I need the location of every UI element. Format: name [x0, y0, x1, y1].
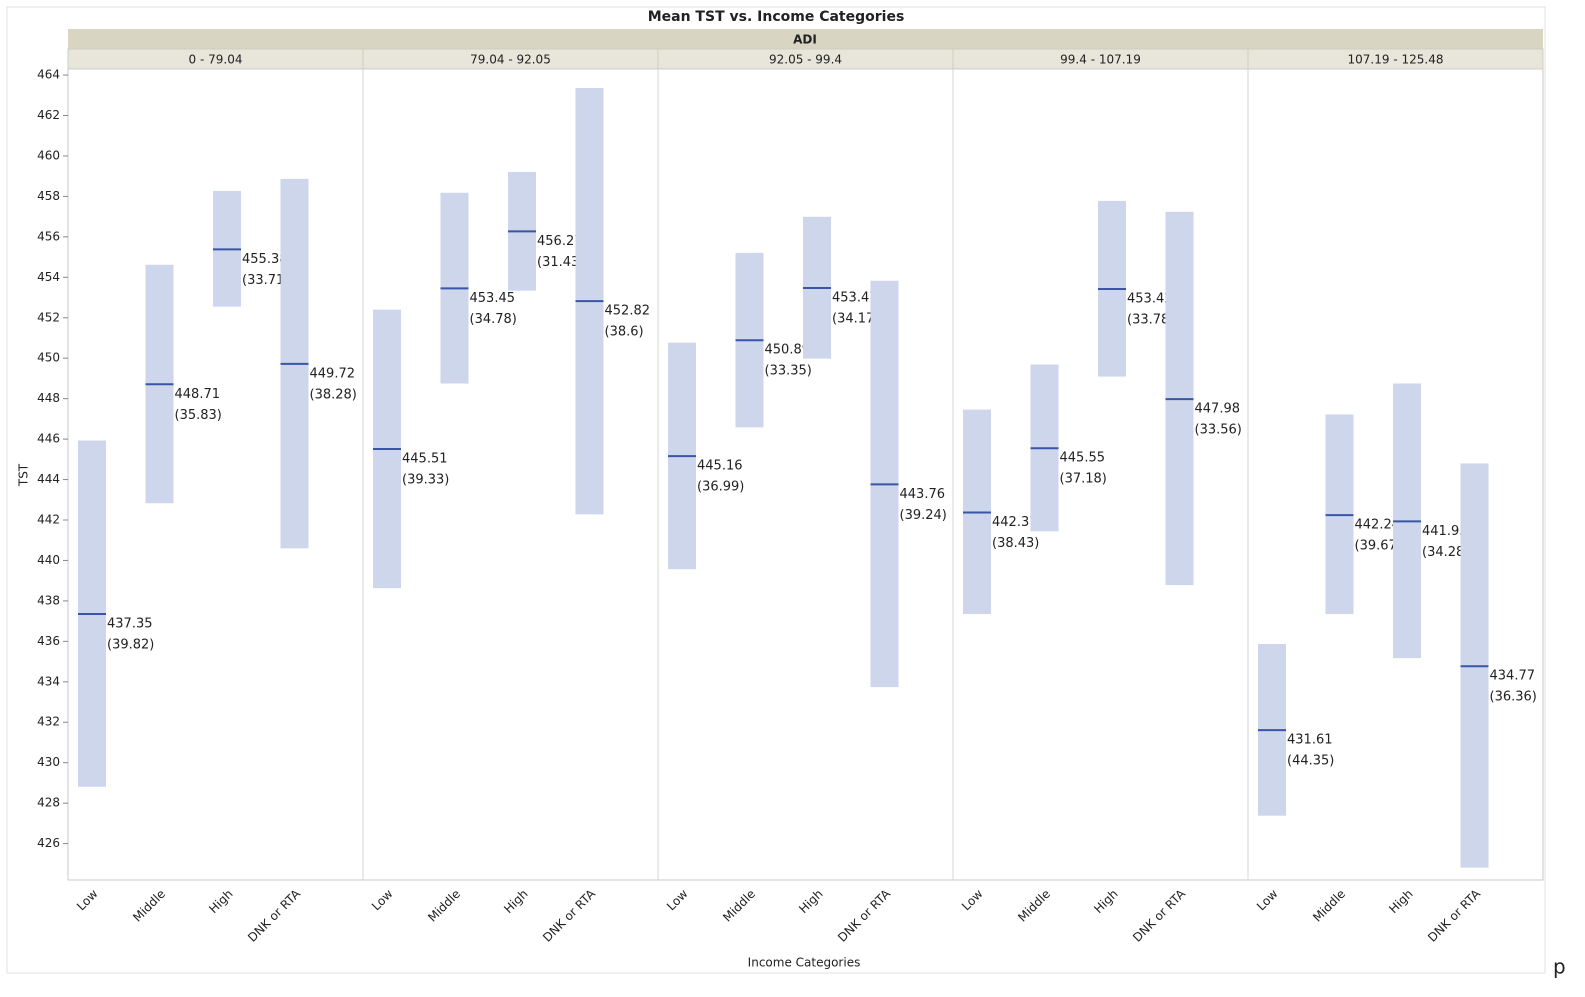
x-tick-label: Low — [74, 887, 101, 914]
sd-label: (33.78) — [1127, 313, 1174, 328]
mean-label: 447.98 — [1195, 402, 1241, 417]
y-tick-label: 464 — [37, 68, 60, 82]
sd-label: (38.28) — [310, 387, 357, 402]
sd-label: (38.6) — [605, 325, 644, 340]
y-tick-label: 450 — [37, 351, 60, 365]
sd-label: (39.67) — [1355, 539, 1402, 554]
mean-label: 456.27 — [537, 234, 583, 249]
y-tick-label: 442 — [37, 513, 60, 527]
x-tick-label: DNK or RTA — [835, 886, 894, 945]
y-tick-label: 428 — [37, 796, 60, 810]
x-tick-label: High — [796, 887, 825, 916]
sd-label: (36.36) — [1490, 690, 1537, 705]
y-tick-label: 430 — [37, 755, 60, 769]
y-tick-label: 440 — [37, 553, 60, 567]
y-tick-label: 458 — [37, 189, 60, 203]
panel-label: 92.05 - 99.4 — [769, 53, 842, 67]
chart-title: Mean TST vs. Income Categories — [648, 9, 905, 25]
sd-label: (34.78) — [470, 312, 517, 327]
x-tick-label: DNK or RTA — [245, 886, 304, 945]
x-tick-label: Low — [959, 887, 986, 914]
y-tick-label: 434 — [37, 674, 60, 688]
sd-label: (38.43) — [992, 536, 1039, 551]
x-tick-label: Low — [369, 887, 396, 914]
sd-label: (35.83) — [175, 408, 222, 423]
sd-label: (44.35) — [1287, 754, 1334, 769]
y-tick-label: 452 — [37, 310, 60, 324]
mean-label: 453.47 — [832, 291, 878, 306]
facet-band — [68, 29, 1543, 49]
x-tick-label: Low — [1254, 887, 1281, 914]
mean-label: 442.37 — [992, 515, 1038, 530]
y-tick-label: 454 — [37, 270, 60, 284]
note: p — [1553, 955, 1566, 979]
panel-label: 107.19 - 125.48 — [1348, 53, 1444, 67]
y-tick-label: 426 — [37, 836, 60, 850]
x-tick-label: High — [206, 887, 235, 916]
sd-label: (39.33) — [402, 473, 449, 488]
y-axis-label: TST — [17, 463, 31, 487]
mean-label: 453.45 — [470, 291, 516, 306]
mean-label: 453.42 — [1127, 292, 1173, 307]
sd-label: (34.28) — [1422, 545, 1469, 560]
x-tick-label: Middle — [1310, 887, 1348, 925]
x-tick-label: High — [501, 887, 530, 916]
x-tick-label: Middle — [130, 887, 168, 925]
x-tick-label: High — [1091, 887, 1120, 916]
mean-label: 443.76 — [900, 487, 946, 502]
mean-label: 450.89 — [765, 343, 811, 358]
x-tick-label: Middle — [1015, 887, 1053, 925]
mean-label: 441.93 — [1422, 524, 1468, 539]
mean-label: 437.35 — [107, 617, 153, 632]
mean-label: 431.61 — [1287, 733, 1333, 748]
y-tick-label: 460 — [37, 148, 60, 162]
mean-label: 448.71 — [175, 387, 221, 402]
x-axis-label: Income Categories — [748, 956, 861, 970]
mean-label: 434.77 — [1490, 669, 1536, 684]
x-tick-label: Middle — [425, 887, 463, 925]
sd-label: (36.99) — [697, 480, 744, 495]
sd-label: (39.82) — [107, 638, 154, 653]
y-tick-label: 444 — [37, 472, 60, 486]
y-tick-label: 436 — [37, 634, 60, 648]
mean-label: 445.16 — [697, 459, 743, 474]
sd-label: (33.71) — [242, 273, 289, 288]
mean-label: 455.38 — [242, 252, 288, 267]
sd-label: (33.35) — [765, 364, 812, 379]
y-tick-label: 462 — [37, 108, 60, 122]
y-tick-label: 456 — [37, 229, 60, 243]
mean-label: 449.72 — [310, 366, 356, 381]
mean-label: 442.24 — [1355, 518, 1401, 533]
panel-label: 99.4 - 107.19 — [1060, 53, 1141, 67]
y-tick-label: 432 — [37, 715, 60, 729]
facet-label: ADI — [793, 33, 817, 47]
sd-label: (37.18) — [1060, 472, 1107, 487]
y-tick-label: 448 — [37, 391, 60, 405]
x-tick-label: Low — [664, 887, 691, 914]
x-tick-label: High — [1386, 887, 1415, 916]
frame — [6, 6, 1546, 974]
mean-label: 445.55 — [1060, 451, 1106, 466]
mean-label: 445.51 — [402, 452, 448, 467]
x-tick-label: DNK or RTA — [540, 886, 599, 945]
sd-label: (33.56) — [1195, 423, 1242, 438]
y-tick-label: 438 — [37, 593, 60, 607]
x-tick-label: DNK or RTA — [1425, 886, 1484, 945]
panel-header — [1247, 48, 1544, 70]
panel-label: 79.04 - 92.05 — [470, 53, 551, 67]
panel-label: 0 - 79.04 — [189, 53, 243, 67]
x-tick-label: Middle — [720, 887, 758, 925]
x-tick-label: DNK or RTA — [1130, 886, 1189, 945]
sd-label: (34.17) — [832, 312, 879, 327]
mean-label: 452.82 — [605, 304, 651, 319]
sd-label: (31.43) — [537, 255, 584, 270]
y-tick-label: 446 — [37, 432, 60, 446]
sd-label: (39.24) — [900, 508, 947, 523]
